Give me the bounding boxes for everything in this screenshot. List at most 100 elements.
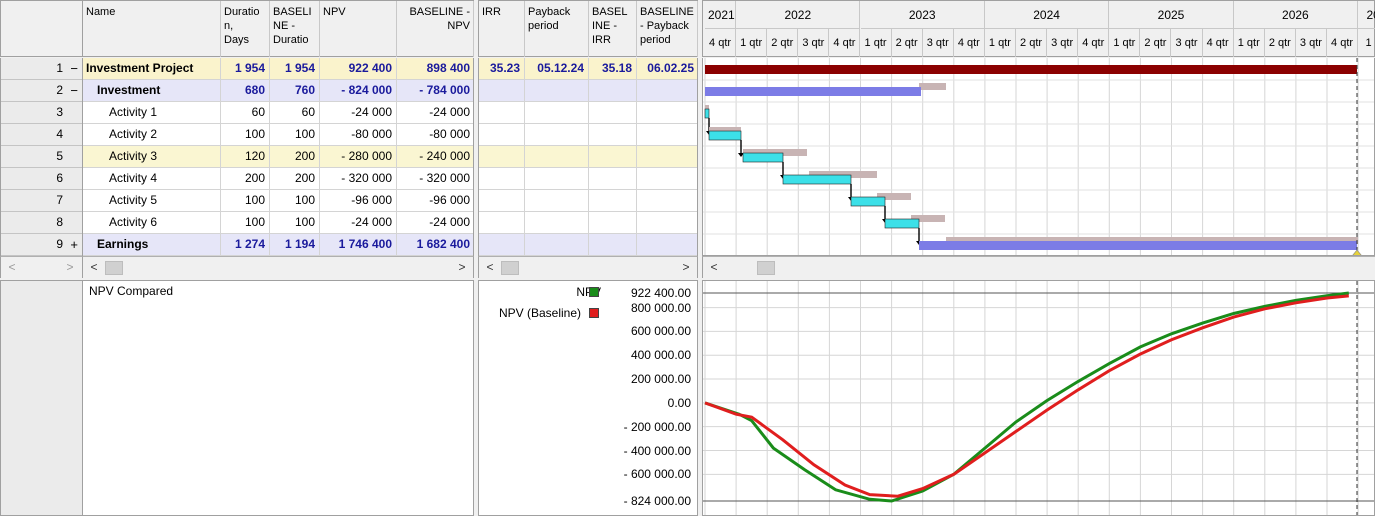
scroll-left-icon[interactable]: < <box>710 260 718 274</box>
cell-npv[interactable]: -80 000 <box>320 124 397 146</box>
cell-irr[interactable] <box>479 190 525 212</box>
table-row[interactable]: Activity 4 200 200- 320 000- 320 000 <box>83 168 473 190</box>
cell-baseline-irr[interactable] <box>589 234 637 256</box>
col-header-npv[interactable]: NPV <box>320 1 397 57</box>
cell-baseline-duration[interactable]: 60 <box>270 102 320 124</box>
table-row[interactable]: Activity 6 100 100 -24 000 -24 000 <box>83 212 473 234</box>
cell-baseline-duration[interactable]: 200 <box>270 146 320 168</box>
cell-payback[interactable] <box>525 124 589 146</box>
cell-baseline-payback[interactable] <box>637 146 698 168</box>
row-header[interactable]: 5 <box>1 146 83 168</box>
table-row[interactable] <box>479 212 697 234</box>
cell-baseline-payback[interactable] <box>637 124 698 146</box>
cell-baseline-irr[interactable] <box>589 124 637 146</box>
cell-npv[interactable]: -96 000 <box>320 190 397 212</box>
cell-baseline-npv[interactable]: -24 000 <box>429 215 470 229</box>
cell-payback[interactable] <box>525 102 589 124</box>
cell-baseline-npv[interactable]: - 240 000 <box>419 149 470 163</box>
expand-icon[interactable]: + <box>70 237 78 252</box>
main-table-scrollbar[interactable]: < > <box>82 256 474 278</box>
col-header-baseline-irr[interactable]: BASEL INE - IRR <box>589 1 637 57</box>
cell-baseline-irr[interactable] <box>589 146 637 168</box>
second-table-scrollbar[interactable]: < > <box>478 256 698 278</box>
table-row[interactable]: Activity 1 60 60 -24 000 -24 000 <box>83 102 473 124</box>
cell-payback[interactable] <box>525 168 589 190</box>
cell-payback[interactable] <box>525 234 589 256</box>
cell-baseline-irr[interactable] <box>589 80 637 102</box>
cell-name[interactable]: Investment <box>83 80 221 102</box>
cell-baseline-irr[interactable]: 35.18 <box>589 58 637 80</box>
cell-name[interactable]: Activity 3 <box>83 146 221 168</box>
col-header-baseline-npv[interactable]: BASELINE - NPV <box>397 1 474 57</box>
scroll-left-icon[interactable]: < <box>8 260 16 274</box>
cell-baseline-npv[interactable]: -80 000 <box>429 127 470 141</box>
cell-duration[interactable]: 100 <box>221 124 270 146</box>
table-row[interactable]: Investment 680 760- 824 000 - 784 000 <box>83 80 473 102</box>
cell-payback[interactable] <box>525 190 589 212</box>
cell-npv[interactable]: -24 000 <box>320 212 397 234</box>
cell-baseline-duration[interactable]: 1 194 <box>270 234 320 256</box>
cell-duration[interactable]: 200 <box>221 168 270 190</box>
table-row[interactable]: Activity 2 100 100 -80 000 -80 000 <box>83 124 473 146</box>
scroll-left-icon[interactable]: < <box>486 260 494 274</box>
row-number-scrollbar[interactable]: < > <box>0 256 83 278</box>
cell-duration[interactable]: 1 954 <box>221 58 270 80</box>
cell-irr[interactable] <box>479 102 525 124</box>
col-header-baseline-payback[interactable]: BASELINE - Payback period <box>637 1 698 57</box>
cell-irr[interactable] <box>479 146 525 168</box>
cell-npv[interactable]: - 824 000 <box>320 80 397 102</box>
cell-irr[interactable] <box>479 234 525 256</box>
table-row[interactable] <box>479 234 697 256</box>
cell-baseline-payback[interactable]: 06.02.25 <box>647 61 694 75</box>
cell-baseline-duration[interactable]: 1 954 <box>270 58 320 80</box>
table-row[interactable]: Earnings 1 274 1 194 1 746 400 1 682 400 <box>83 234 473 256</box>
col-header-payback[interactable]: Payback period <box>525 1 589 57</box>
cell-baseline-duration[interactable]: 100 <box>270 212 320 234</box>
cell-baseline-payback[interactable] <box>637 212 698 234</box>
cell-irr[interactable] <box>479 124 525 146</box>
gantt-scrollbar[interactable]: < <box>702 256 1375 278</box>
cell-npv[interactable]: 922 400 <box>320 58 397 80</box>
row-header[interactable]: 2− <box>1 80 83 102</box>
cell-baseline-irr[interactable] <box>589 102 637 124</box>
cell-payback[interactable] <box>525 80 589 102</box>
col-header-irr[interactable]: IRR <box>479 1 525 57</box>
cell-baseline-duration[interactable]: 760 <box>270 80 320 102</box>
scroll-thumb[interactable] <box>105 261 123 275</box>
cell-npv[interactable]: - 320 000 <box>320 168 397 190</box>
scroll-thumb[interactable] <box>757 261 775 275</box>
cell-baseline-irr[interactable] <box>589 168 637 190</box>
scroll-right-icon[interactable]: > <box>458 260 466 274</box>
cell-baseline-payback[interactable] <box>637 234 698 256</box>
row-header[interactable]: 1− <box>1 58 83 80</box>
row-header[interactable]: 9 + <box>1 234 83 256</box>
cell-npv[interactable]: - 280 000 <box>320 146 397 168</box>
col-header-baseline-duration[interactable]: BASELI NE - Duratio <box>270 1 320 57</box>
cell-npv[interactable]: -24 000 <box>320 102 397 124</box>
cell-baseline-payback[interactable] <box>637 190 698 212</box>
row-header[interactable]: 3 <box>1 102 83 124</box>
table-row[interactable] <box>479 168 697 190</box>
row-header[interactable]: 4 <box>1 124 83 146</box>
cell-name[interactable]: Investment Project <box>83 58 221 80</box>
cell-name[interactable]: Activity 5 <box>83 190 221 212</box>
cell-duration[interactable]: 1 274 <box>221 234 270 256</box>
collapse-icon[interactable]: − <box>70 83 78 98</box>
table-row[interactable]: Investment Project 1 954 1 954 922 400 898 4… <box>83 58 473 80</box>
scroll-right-icon[interactable]: > <box>66 260 74 274</box>
cell-baseline-payback[interactable] <box>637 168 698 190</box>
scroll-thumb[interactable] <box>501 261 519 275</box>
cell-baseline-npv[interactable]: -96 000 <box>429 193 470 207</box>
cell-irr[interactable] <box>479 168 525 190</box>
cell-duration[interactable]: 100 <box>221 190 270 212</box>
cell-baseline-npv[interactable]: - 784 000 <box>419 83 470 97</box>
cell-payback[interactable] <box>525 212 589 234</box>
cell-baseline-duration[interactable]: 100 <box>270 190 320 212</box>
cell-baseline-duration[interactable]: 100 <box>270 124 320 146</box>
cell-npv[interactable]: 1 746 400 <box>320 234 397 256</box>
row-header[interactable]: 8 <box>1 212 83 234</box>
cell-baseline-irr[interactable] <box>589 212 637 234</box>
cell-duration[interactable]: 100 <box>221 212 270 234</box>
cell-baseline-npv[interactable]: 1 682 400 <box>416 237 470 251</box>
scroll-left-icon[interactable]: < <box>90 260 98 274</box>
